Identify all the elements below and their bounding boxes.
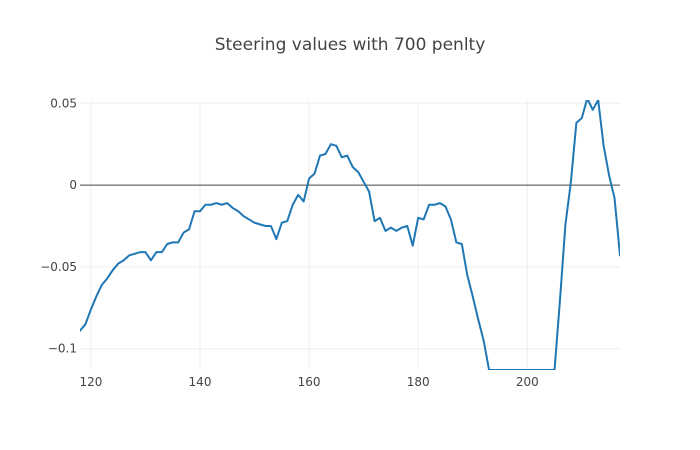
y-tick-label: −0.1 (48, 342, 77, 356)
x-tick-label: 140 (189, 375, 212, 389)
x-tick-label: 180 (407, 375, 430, 389)
y-tick-label: 0.05 (50, 96, 77, 110)
tick-labels: 120 140 160 180 200 0.05 0 −0.05 −0.1 (40, 96, 539, 389)
x-tick-label: 120 (79, 375, 102, 389)
gridlines (80, 100, 620, 370)
y-tick-label: 0 (69, 178, 77, 192)
chart-title: Steering values with 700 penlty (215, 35, 486, 55)
series-line (80, 100, 620, 370)
x-tick-label: 160 (298, 375, 321, 389)
y-tick-label: −0.05 (40, 260, 77, 274)
series-layer (80, 100, 620, 370)
x-tick-label: 200 (516, 375, 539, 389)
